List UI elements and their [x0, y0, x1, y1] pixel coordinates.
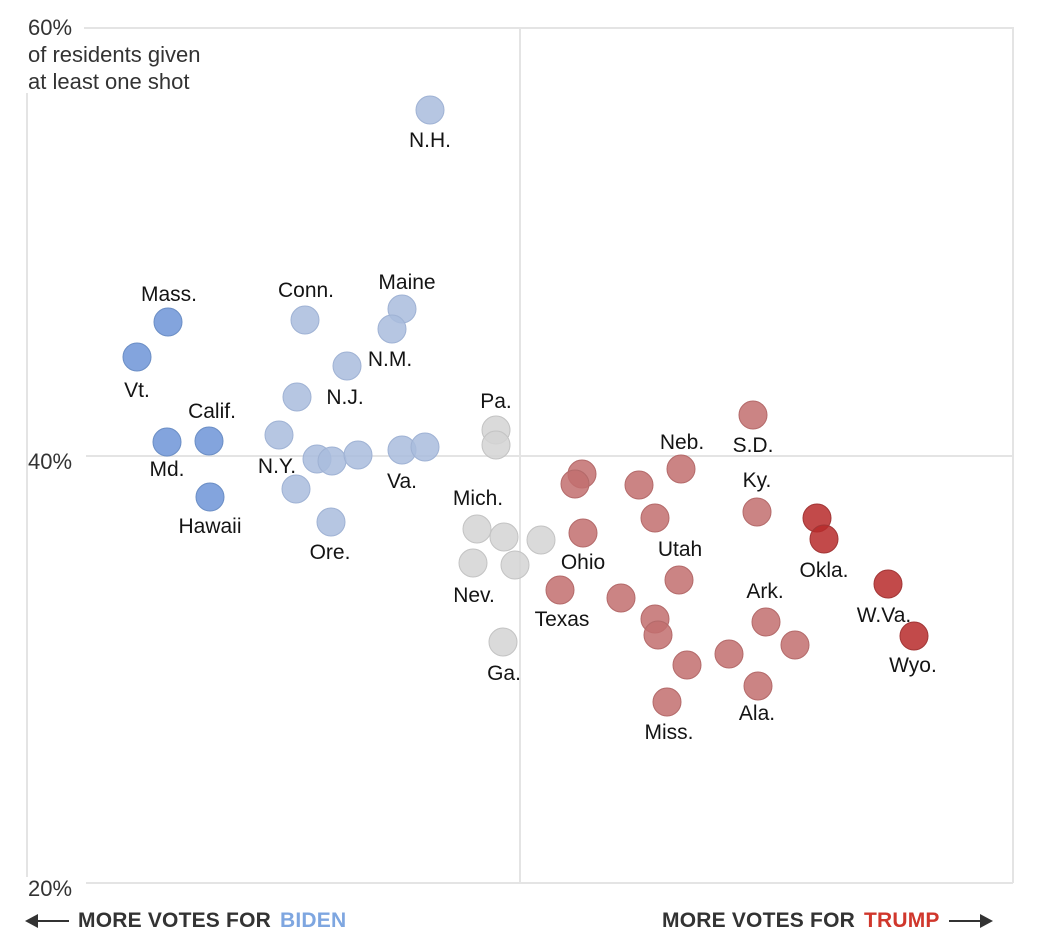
label-nm: N.M. — [367, 348, 413, 371]
dot-state — [343, 440, 373, 470]
x-axis-left-text: MORE VOTES FOR — [78, 909, 271, 932]
x-axis-biden-label: BIDEN — [279, 909, 347, 932]
label-nev: Nev. — [453, 584, 495, 607]
dot-ny — [264, 420, 294, 450]
label-ala: Ala. — [738, 702, 776, 725]
y-axis-tick-20: 20% — [28, 876, 73, 901]
dot-nj — [282, 382, 312, 412]
gridline-right — [1012, 27, 1014, 883]
label-maine: Maine — [378, 271, 436, 294]
dot-ga — [488, 627, 518, 657]
dot-state — [606, 583, 636, 613]
label-texas: Texas — [534, 608, 590, 631]
label-nj: N.J. — [326, 386, 364, 409]
label-ore: Ore. — [309, 541, 351, 564]
y-axis-header: 60% of residents given at least one shot — [28, 14, 200, 95]
dot-wyo — [899, 621, 929, 651]
x-axis-right-text: MORE VOTES FOR — [662, 909, 855, 932]
dot-ala — [743, 671, 773, 701]
label-md: Md. — [149, 458, 185, 481]
dot-ohio — [568, 518, 598, 548]
gridline-60pct — [84, 27, 1013, 29]
right-arrow-icon — [948, 914, 993, 927]
label-sd: S.D. — [732, 434, 774, 457]
label-ky: Ky. — [742, 469, 772, 492]
dot-mich — [462, 514, 492, 544]
dot-conn — [290, 305, 320, 335]
label-pa: Pa. — [480, 390, 512, 413]
gridline-20pct — [86, 882, 1013, 884]
dot-nm — [332, 351, 362, 381]
dot-texas — [545, 575, 575, 605]
dot-state — [377, 314, 407, 344]
label-neb: Neb. — [659, 431, 705, 454]
label-utah: Utah — [657, 538, 703, 561]
label-va: Va. — [387, 470, 417, 493]
x-axis-biden-side: MORE VOTES FOR BIDEN — [25, 905, 347, 937]
dot-ore — [316, 507, 346, 537]
dot-miss — [652, 687, 682, 717]
gridline-40pct — [86, 455, 1013, 457]
gridline-center-vote-split — [519, 27, 521, 883]
dot-state — [624, 470, 654, 500]
label-okla: Okla. — [799, 559, 849, 582]
dot-nh — [415, 95, 445, 125]
dot-state — [281, 474, 311, 504]
dot-vt — [122, 342, 152, 372]
x-axis-trump-label: TRUMP — [863, 909, 940, 932]
y-axis-title-line2: at least one shot — [28, 69, 190, 94]
label-hawaii: Hawaii — [178, 515, 242, 538]
dot-state — [500, 550, 530, 580]
dot-sd — [738, 400, 768, 430]
dot-nev — [458, 548, 488, 578]
label-calif: Calif. — [188, 400, 236, 423]
dot-neb — [666, 454, 696, 484]
dot-mass — [153, 307, 183, 337]
dot-wva — [873, 569, 903, 599]
label-ark: Ark. — [746, 580, 784, 603]
dot-state — [560, 469, 590, 499]
gridline-left — [26, 93, 28, 877]
label-mass: Mass. — [140, 283, 198, 306]
dot-calif — [194, 426, 224, 456]
y-axis-title-line1: of residents given — [28, 42, 201, 67]
label-wva: W.Va. — [856, 604, 912, 627]
dot-state — [640, 503, 670, 533]
label-miss: Miss. — [644, 721, 694, 744]
dot-state — [643, 620, 673, 650]
dot-md — [152, 427, 182, 457]
dot-state — [672, 650, 702, 680]
y-axis-tick-40: 40% — [28, 449, 73, 474]
x-axis-trump-side: MORE VOTES FOR TRUMP — [662, 905, 993, 937]
label-ga: Ga. — [487, 662, 521, 685]
dot-state — [481, 430, 511, 460]
label-vt: Vt. — [124, 379, 150, 402]
label-nh: N.H. — [409, 129, 451, 152]
dot-state — [526, 525, 556, 555]
dot-ark — [751, 607, 781, 637]
dot-state — [714, 639, 744, 669]
y-axis-tick-60: 60% — [28, 15, 73, 40]
left-arrow-icon — [25, 914, 69, 927]
label-mich: Mich. — [452, 487, 504, 510]
label-ny: N.Y. — [257, 455, 297, 478]
dot-state — [410, 432, 440, 462]
label-ohio: Ohio — [560, 551, 606, 574]
dot-utah — [664, 565, 694, 595]
label-conn: Conn. — [277, 279, 335, 302]
dot-hawaii — [195, 482, 225, 512]
dot-state — [780, 630, 810, 660]
label-wyo: Wyo. — [889, 654, 937, 677]
dot-state — [809, 524, 839, 554]
dot-ky — [742, 497, 772, 527]
dot-state — [489, 522, 519, 552]
